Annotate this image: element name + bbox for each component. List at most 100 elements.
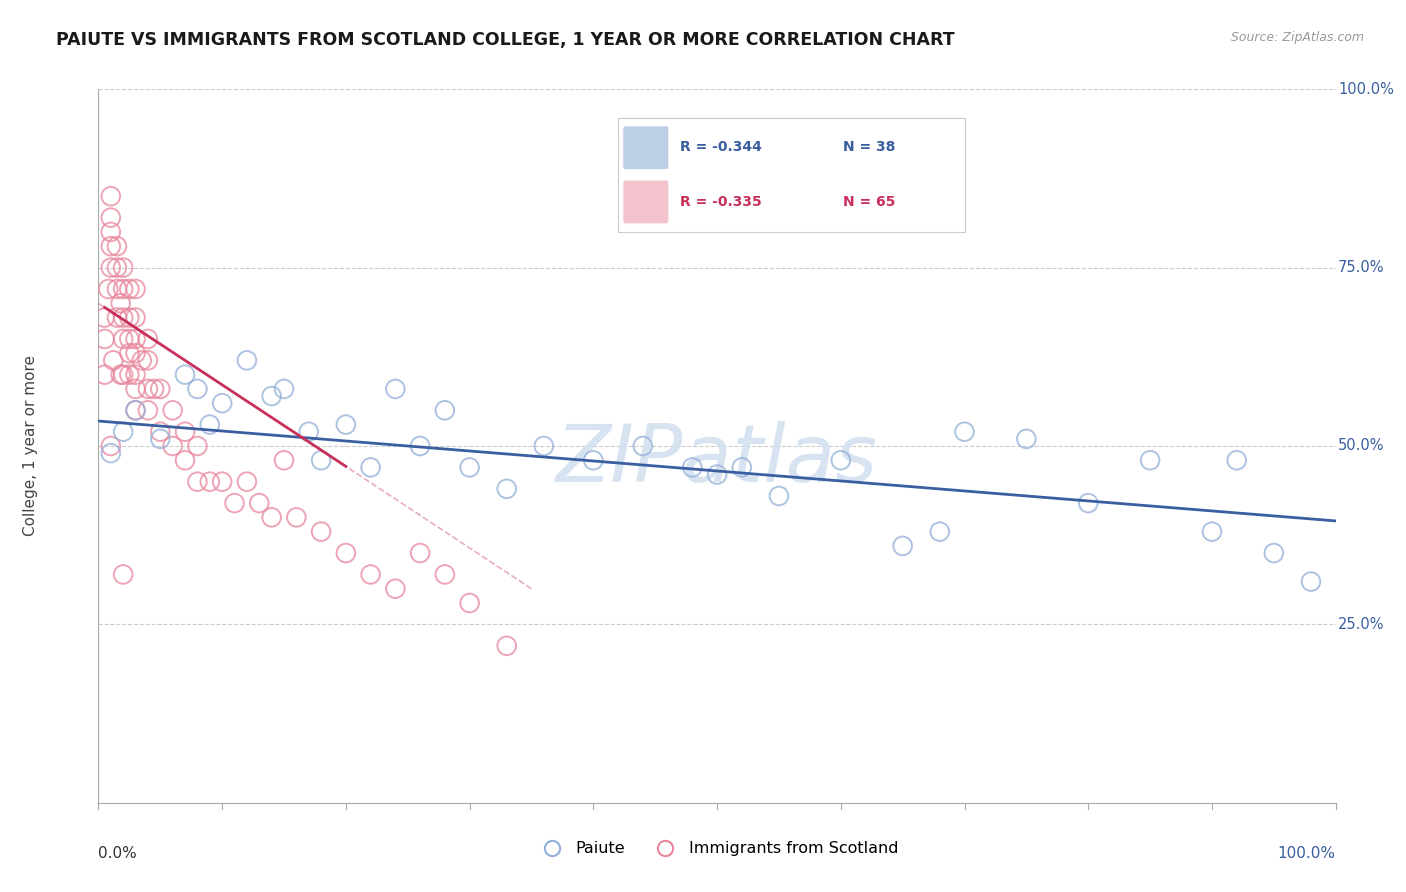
Point bbox=[97, 282, 120, 296]
Text: ZIPatlas: ZIPatlas bbox=[555, 421, 879, 500]
Point bbox=[582, 453, 605, 467]
Point bbox=[260, 510, 283, 524]
Point bbox=[136, 332, 159, 346]
Point bbox=[174, 453, 197, 467]
Point bbox=[236, 475, 259, 489]
Point bbox=[1263, 546, 1285, 560]
Point bbox=[124, 310, 146, 325]
Point bbox=[100, 211, 122, 225]
Point bbox=[100, 225, 122, 239]
Point bbox=[118, 346, 141, 360]
Point bbox=[409, 439, 432, 453]
Point bbox=[136, 382, 159, 396]
Point bbox=[768, 489, 790, 503]
Point bbox=[100, 260, 122, 275]
Point bbox=[124, 403, 146, 417]
Point bbox=[706, 467, 728, 482]
Point bbox=[309, 524, 332, 539]
Point bbox=[149, 432, 172, 446]
Point bbox=[93, 310, 115, 325]
Point bbox=[112, 332, 135, 346]
Point bbox=[298, 425, 321, 439]
Point bbox=[495, 482, 517, 496]
Text: 75.0%: 75.0% bbox=[1339, 260, 1385, 275]
Point bbox=[309, 453, 332, 467]
Point bbox=[928, 524, 950, 539]
Point bbox=[124, 332, 146, 346]
Point bbox=[112, 282, 135, 296]
Text: 25.0%: 25.0% bbox=[1339, 617, 1385, 632]
Point bbox=[360, 460, 382, 475]
Point bbox=[105, 260, 128, 275]
Point bbox=[285, 510, 308, 524]
Point bbox=[1226, 453, 1249, 467]
Point bbox=[433, 567, 456, 582]
Point bbox=[458, 596, 481, 610]
Point bbox=[953, 425, 976, 439]
Point bbox=[118, 368, 141, 382]
Point bbox=[247, 496, 270, 510]
Point bbox=[136, 353, 159, 368]
Point bbox=[174, 425, 197, 439]
Text: College, 1 year or more: College, 1 year or more bbox=[22, 356, 38, 536]
Point bbox=[174, 368, 197, 382]
Point bbox=[384, 582, 406, 596]
Point bbox=[112, 425, 135, 439]
Text: PAIUTE VS IMMIGRANTS FROM SCOTLAND COLLEGE, 1 YEAR OR MORE CORRELATION CHART: PAIUTE VS IMMIGRANTS FROM SCOTLAND COLLE… bbox=[56, 31, 955, 49]
Point bbox=[124, 368, 146, 382]
Point bbox=[93, 332, 115, 346]
Point bbox=[1015, 432, 1038, 446]
Point bbox=[149, 382, 172, 396]
Text: Source: ZipAtlas.com: Source: ZipAtlas.com bbox=[1230, 31, 1364, 45]
Point bbox=[124, 403, 146, 417]
Point bbox=[1299, 574, 1322, 589]
Point bbox=[162, 403, 184, 417]
Text: 0.0%: 0.0% bbox=[98, 846, 138, 861]
Point bbox=[112, 260, 135, 275]
Point bbox=[93, 368, 115, 382]
Point bbox=[211, 475, 233, 489]
Text: 50.0%: 50.0% bbox=[1339, 439, 1385, 453]
Point bbox=[118, 310, 141, 325]
Point bbox=[112, 310, 135, 325]
Point bbox=[118, 282, 141, 296]
Point bbox=[409, 546, 432, 560]
Point bbox=[162, 439, 184, 453]
Point bbox=[236, 353, 259, 368]
Point bbox=[1201, 524, 1223, 539]
Point bbox=[110, 368, 132, 382]
Point bbox=[124, 382, 146, 396]
Point bbox=[124, 282, 146, 296]
Point bbox=[118, 332, 141, 346]
Text: 100.0%: 100.0% bbox=[1278, 846, 1336, 861]
Point bbox=[124, 346, 146, 360]
Point bbox=[136, 403, 159, 417]
Point bbox=[891, 539, 914, 553]
Point bbox=[186, 382, 208, 396]
Point bbox=[533, 439, 555, 453]
Point bbox=[360, 567, 382, 582]
Point bbox=[273, 453, 295, 467]
Point bbox=[273, 382, 295, 396]
Point bbox=[335, 546, 357, 560]
Point bbox=[458, 460, 481, 475]
Point bbox=[112, 567, 135, 582]
Point bbox=[681, 460, 703, 475]
Point bbox=[830, 453, 852, 467]
Point bbox=[103, 353, 125, 368]
Point bbox=[105, 282, 128, 296]
Point bbox=[186, 475, 208, 489]
Point bbox=[100, 439, 122, 453]
Point bbox=[433, 403, 456, 417]
Point bbox=[260, 389, 283, 403]
Point bbox=[100, 189, 122, 203]
Point bbox=[1077, 496, 1099, 510]
Point bbox=[631, 439, 654, 453]
Legend: Paiute, Immigrants from Scotland: Paiute, Immigrants from Scotland bbox=[529, 835, 905, 863]
Point bbox=[335, 417, 357, 432]
Point bbox=[198, 417, 221, 432]
Point bbox=[495, 639, 517, 653]
Point bbox=[143, 382, 166, 396]
Point bbox=[100, 446, 122, 460]
Point bbox=[112, 368, 135, 382]
